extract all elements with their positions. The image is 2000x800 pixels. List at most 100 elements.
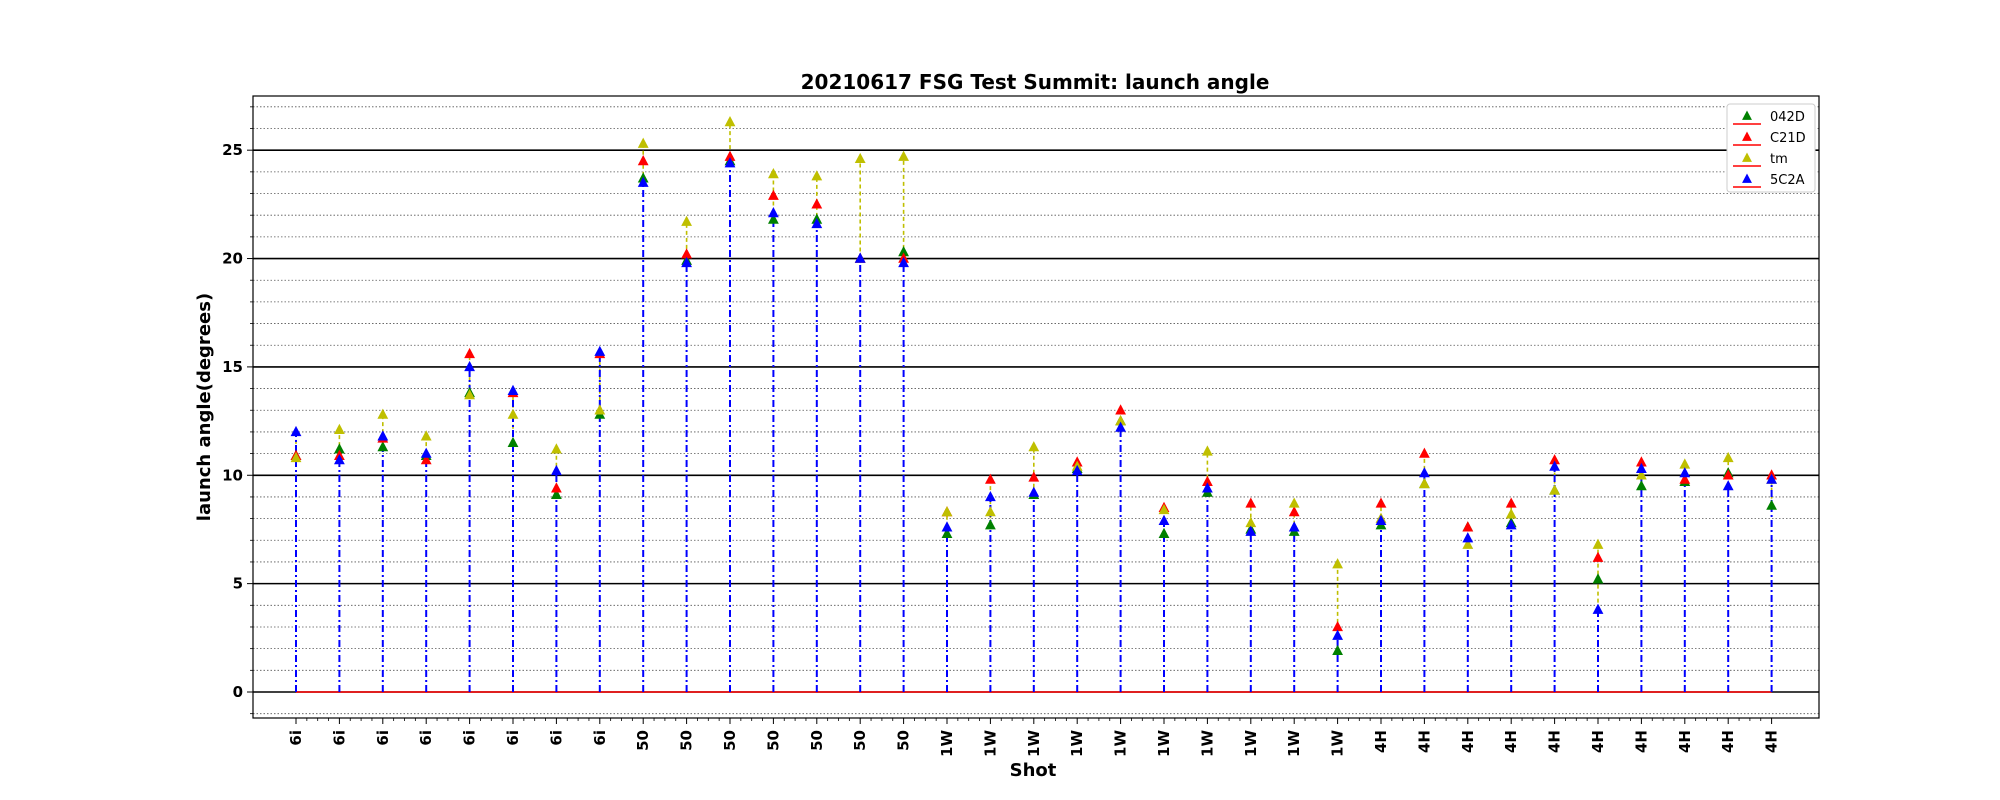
- marker-tm: [377, 408, 389, 419]
- marker-tm: [1245, 516, 1257, 528]
- x-tick-label: 6i: [461, 730, 479, 746]
- marker-c21d: [724, 150, 736, 161]
- x-tick-label: 4H: [1676, 730, 1694, 753]
- marker-c21d: [1462, 521, 1474, 532]
- marker-tm: [941, 506, 953, 517]
- x-tick-label: 6i: [374, 730, 392, 746]
- marker-5c2a: [724, 157, 736, 168]
- marker-tm: [507, 408, 519, 419]
- x-tick-label: 50: [808, 730, 826, 751]
- y-axis-label: launch angle(degrees): [194, 293, 215, 521]
- legend-label: C21D: [1770, 131, 1806, 146]
- grid-layer: [253, 106, 1819, 715]
- marker-c21d: [1722, 469, 1734, 480]
- marker-5c2a: [551, 464, 562, 476]
- marker-5c2a: [1158, 514, 1170, 525]
- marker-5c2a: [1722, 480, 1734, 491]
- marker-042d: [507, 436, 519, 447]
- x-tick-label: 1W: [938, 730, 956, 757]
- marker-c21d: [1592, 551, 1604, 562]
- x-tick-label: 1W: [1155, 730, 1173, 757]
- marker-5c2a: [1245, 525, 1257, 536]
- x-tick-label: 6i: [330, 730, 348, 746]
- x-tick-label: 1W: [1025, 730, 1043, 757]
- marker-c21d: [768, 189, 779, 200]
- marker-042d: [898, 246, 909, 257]
- marker-tm: [1028, 441, 1040, 452]
- marker-c21d: [551, 482, 562, 493]
- marker-tm: [1332, 558, 1343, 569]
- marker-042d: [1636, 480, 1647, 491]
- marker-042d: [941, 527, 953, 538]
- marker-c21d: [1028, 471, 1040, 482]
- marker-042d: [985, 519, 996, 530]
- marker-042d: [377, 441, 389, 452]
- marker-tm: [898, 150, 909, 161]
- legend-label: tm: [1770, 152, 1788, 167]
- x-tick-label: 50: [764, 730, 782, 751]
- marker-042d: [1766, 499, 1777, 510]
- x-tick-label: 1W: [1112, 730, 1130, 757]
- marker-5c2a: [681, 256, 692, 268]
- marker-tm: [1115, 415, 1126, 426]
- marker-tm: [1202, 445, 1213, 456]
- marker-tm: [1158, 503, 1170, 515]
- x-tick-label: 1W: [981, 730, 999, 757]
- marker-5c2a: [377, 430, 389, 441]
- marker-5c2a: [898, 256, 909, 268]
- marker-5c2a: [507, 384, 519, 395]
- marker-c21d: [1288, 506, 1300, 517]
- y-tick-label: 0: [233, 683, 243, 701]
- marker-042d: [1592, 573, 1604, 584]
- marker-c21d: [464, 347, 475, 359]
- markers-layer: [290, 116, 1777, 656]
- y-tick-label: 10: [222, 466, 243, 484]
- legend-marker: [1742, 110, 1752, 120]
- legend-label: 5C2A: [1770, 173, 1805, 188]
- marker-tm: [1592, 538, 1604, 549]
- legend-marker: [1742, 173, 1752, 183]
- y-tick-label: 15: [222, 358, 243, 376]
- marker-5c2a: [464, 360, 475, 372]
- marker-c21d: [1505, 497, 1517, 508]
- marker-c21d: [1202, 475, 1213, 486]
- x-tick-label: 1W: [1285, 730, 1303, 757]
- x-tick-label: 4H: [1415, 730, 1433, 753]
- marker-042d: [1332, 644, 1343, 656]
- marker-tm: [1636, 469, 1647, 480]
- x-tick-label: 6i: [417, 730, 435, 746]
- y-tick-label: 25: [222, 141, 243, 159]
- marker-tm: [1549, 484, 1560, 495]
- x-tick-label: 6i: [591, 730, 609, 746]
- marker-tm: [1462, 538, 1474, 549]
- marker-5c2a: [594, 345, 606, 356]
- marker-c21d: [681, 248, 692, 259]
- marker-5c2a: [854, 252, 866, 263]
- stems-layer: [295, 122, 1773, 692]
- marker-5c2a: [1592, 603, 1604, 614]
- x-tick-label: 1W: [1329, 730, 1347, 757]
- marker-5c2a: [290, 425, 302, 437]
- marker-5c2a: [1636, 462, 1647, 473]
- marker-5c2a: [637, 176, 649, 187]
- x-tick-label: 6i: [547, 730, 565, 746]
- marker-5c2a: [768, 207, 779, 218]
- marker-c21d: [1115, 404, 1126, 415]
- marker-tm: [1419, 477, 1430, 489]
- x-axis: 6i 6i 6i 6i 6i 6i 6i 6i 50 50 50 50 50 50 50 1W 1W 1W 1W 1W…: [287, 718, 1781, 757]
- x-tick-label: 50: [851, 730, 869, 751]
- marker-5c2a: [1419, 467, 1430, 478]
- y-tick-label: 20: [222, 250, 243, 268]
- x-tick-label: 4H: [1372, 730, 1390, 753]
- marker-5c2a: [1505, 519, 1517, 530]
- marker-5c2a: [420, 447, 432, 458]
- legend-marker: [1742, 131, 1752, 141]
- legend: 042D C21D tm 5C2A: [1726, 103, 1816, 193]
- marker-5c2a: [1115, 421, 1126, 432]
- marker-5c2a: [1549, 460, 1560, 471]
- marker-c21d: [1549, 454, 1560, 465]
- y-tick-label: 5: [233, 575, 243, 593]
- x-tick-label: 50: [721, 730, 739, 751]
- marker-tm: [290, 451, 302, 463]
